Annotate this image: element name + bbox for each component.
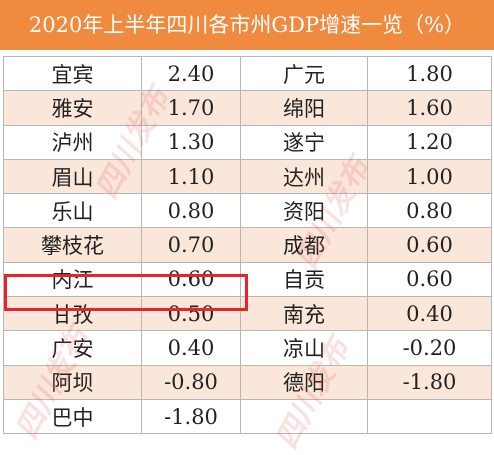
- city-cell: 南充: [240, 296, 368, 332]
- growth-value-cell: 0.80: [367, 193, 492, 229]
- table-row: 攀枝花 0.70 成都 0.60: [3, 227, 492, 263]
- growth-value-cell: 1.00: [367, 158, 492, 195]
- city-cell: 宜宾: [3, 55, 142, 92]
- city-cell: 资阳: [240, 193, 368, 229]
- city-cell: 泸州: [3, 124, 142, 160]
- city-cell: 攀枝花: [3, 227, 142, 263]
- growth-value-cell: 1.70: [141, 90, 241, 126]
- highlight-box-neijiang: [4, 274, 248, 311]
- table-row: 乐山 0.80 资阳 0.80: [3, 193, 492, 229]
- growth-value-cell: -0.20: [367, 330, 492, 366]
- city-cell: 甘孜: [3, 296, 142, 332]
- table-row: 巴中 -1.80: [3, 398, 492, 435]
- growth-value-cell: 1.10: [141, 158, 241, 195]
- city-cell: 雅安: [3, 90, 142, 126]
- table-row: 泸州 1.30 遂宁 1.20: [3, 124, 492, 160]
- growth-value-cell: 0.60: [141, 261, 241, 298]
- city-cell: [240, 398, 368, 435]
- growth-value-cell: 1.80: [367, 55, 492, 92]
- table-row: 阿坝 -0.80 德阳 -1.80: [3, 364, 492, 400]
- growth-value-cell: 0.40: [367, 296, 492, 332]
- table-row: 雅安 1.70 绵阳 1.60: [3, 90, 492, 126]
- city-cell: 阿坝: [3, 364, 142, 400]
- city-cell: 凉山: [240, 330, 368, 366]
- page-title: 2020年上半年四川各市州GDP增速一览（%）: [0, 0, 494, 50]
- city-cell: 达州: [240, 158, 368, 195]
- growth-value-cell: 1.30: [141, 124, 241, 160]
- table-row: 甘孜 0.50 南充 0.40: [3, 296, 492, 332]
- city-cell: 遂宁: [240, 124, 368, 160]
- growth-value-cell: 0.40: [141, 330, 241, 366]
- growth-value-cell: [367, 398, 492, 435]
- growth-value-cell: 2.40: [141, 55, 241, 92]
- city-cell: 自贡: [240, 261, 368, 298]
- growth-value-cell: 0.70: [141, 227, 241, 263]
- table-row: 眉山 1.10 达州 1.00: [3, 158, 492, 195]
- city-cell: 眉山: [3, 158, 142, 195]
- growth-value-cell: -0.80: [141, 364, 241, 400]
- growth-value-cell: 0.60: [367, 261, 492, 298]
- table-row: 宜宾 2.40 广元 1.80: [3, 55, 492, 92]
- growth-value-cell: 1.60: [367, 90, 492, 126]
- growth-value-cell: 0.60: [367, 227, 492, 263]
- city-cell: 德阳: [240, 364, 368, 400]
- city-cell: 内江: [3, 261, 142, 298]
- growth-value-cell: -1.80: [367, 364, 492, 400]
- growth-value-cell: 0.80: [141, 193, 241, 229]
- city-cell: 巴中: [3, 398, 142, 435]
- city-cell: 乐山: [3, 193, 142, 229]
- growth-value-cell: 0.50: [141, 296, 241, 332]
- growth-value-cell: 1.20: [367, 124, 492, 160]
- gdp-growth-table: 宜宾 2.40 广元 1.80 雅安 1.70 绵阳 1.60 泸州 1.30 遂宁 1.20 眉山 1.…: [3, 55, 492, 435]
- city-cell: 绵阳: [240, 90, 368, 126]
- table-row: 广安 0.40 凉山 -0.20: [3, 330, 492, 366]
- city-cell: 广安: [3, 330, 142, 366]
- city-cell: 成都: [240, 227, 368, 263]
- growth-value-cell: -1.80: [141, 398, 241, 435]
- city-cell: 广元: [240, 55, 368, 92]
